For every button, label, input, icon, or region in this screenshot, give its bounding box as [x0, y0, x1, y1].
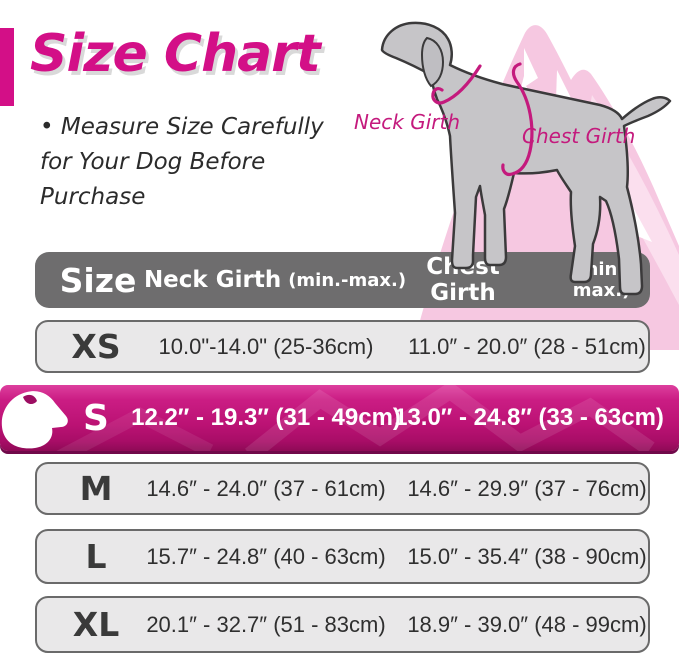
size-label: L — [85, 537, 107, 576]
table-row-l: L 15.7″ - 24.8″ (40 - 63cm) 15.0″ - 35.4… — [35, 529, 650, 584]
note-line-2: for Your Dog Before — [40, 149, 266, 175]
size-label: S — [83, 397, 109, 439]
neck-value: 14.6″ - 24.0″ (37 - 61cm) — [146, 475, 386, 501]
chest-value: 13.0″ - 24.8″ (33 - 63cm) — [394, 404, 664, 431]
neck-value: 12.2″ - 19.3″ (31 - 49cm) — [131, 404, 401, 431]
note-line-1: • Measure Size Carefully — [40, 114, 324, 140]
table-row-s-highlighted: S 12.2″ - 19.3″ (31 - 49cm) 13.0″ - 24.8… — [0, 385, 679, 451]
table-row-xl: XL 20.1″ - 32.7″ (51 - 83cm) 18.9″ - 39.… — [35, 596, 650, 653]
size-label: XS — [71, 327, 121, 366]
chest-value: 11.0″ - 20.0″ (28 - 51cm) — [408, 333, 646, 359]
size-label: M — [79, 469, 113, 508]
size-label: XL — [72, 605, 120, 644]
dog-silhouette — [380, 21, 672, 296]
neck-value: 10.0"-14.0" (25-36cm) — [158, 333, 374, 359]
chest-girth-label: Chest Girth — [522, 124, 636, 148]
chest-value: 15.0″ - 35.4″ (38 - 90cm) — [407, 543, 647, 569]
note-line-3: Purchase — [40, 184, 146, 210]
chest-value: 18.9″ - 39.0″ (48 - 99cm) — [407, 611, 647, 637]
mountain-watermark-icon — [56, 385, 655, 451]
header-neck-girth-label: Neck Girth — [143, 267, 282, 293]
table-row-xs: XS 10.0"-14.0" (25-36cm) 11.0″ - 20.0″ (… — [35, 320, 650, 373]
neck-value: 15.7″ - 24.8″ (40 - 63cm) — [146, 543, 386, 569]
header-size: Size — [59, 260, 137, 300]
neck-value: 20.1″ - 32.7″ (51 - 83cm) — [146, 611, 386, 637]
table-row-m: M 14.6″ - 24.0″ (37 - 61cm) 14.6″ - 29.9… — [35, 462, 650, 515]
neck-girth-label: Neck Girth — [354, 110, 460, 134]
measure-note: • Measure Size Carefully for Your Dog Be… — [40, 110, 350, 215]
dog-head-icon — [1, 391, 68, 449]
chest-value: 14.6″ - 29.9″ (37 - 76cm) — [407, 475, 647, 501]
header-neck-girth: Neck Girth (min.-max.) — [140, 252, 410, 308]
accent-bar — [0, 28, 14, 106]
page-title: Size Chart — [30, 24, 321, 84]
header-neck-girth-range: (min.-max.) — [288, 269, 407, 291]
